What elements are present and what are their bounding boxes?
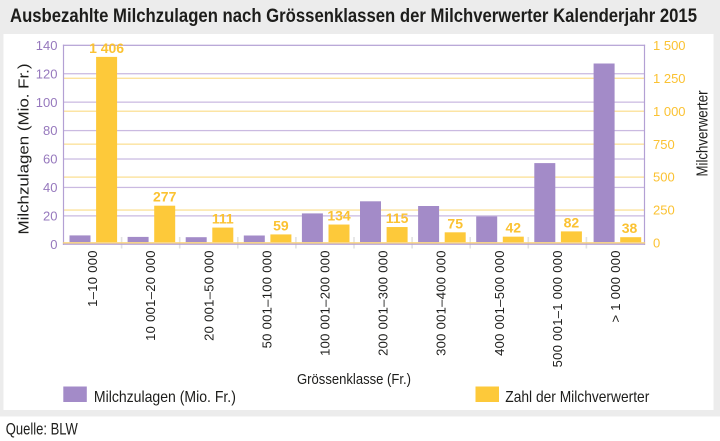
- svg-text:1 000: 1 000: [653, 104, 686, 119]
- svg-text:Grössenklasse (Fr.): Grössenklasse (Fr.): [297, 372, 411, 388]
- svg-text:120: 120: [36, 66, 58, 81]
- svg-text:100 001–200 000: 100 001–200 000: [317, 250, 332, 356]
- svg-text:42: 42: [506, 220, 522, 236]
- svg-text:82: 82: [564, 214, 580, 230]
- svg-text:10 001–20 000: 10 001–20 000: [143, 250, 158, 341]
- svg-text:Zahl der Milchverwerter: Zahl der Milchverwerter: [505, 389, 650, 406]
- svg-text:38: 38: [622, 220, 638, 236]
- svg-text:500 001–1 000 000: 500 001–1 000 000: [550, 250, 565, 367]
- svg-text:200 001–300 000: 200 001–300 000: [376, 250, 391, 356]
- svg-text:1 500: 1 500: [653, 38, 686, 53]
- svg-text:50 001–100 000: 50 001–100 000: [259, 250, 274, 348]
- svg-text:100: 100: [36, 95, 58, 110]
- svg-text:0: 0: [50, 237, 57, 252]
- svg-text:20 001–50 000: 20 001–50 000: [201, 250, 216, 341]
- svg-text:1 250: 1 250: [653, 71, 686, 86]
- svg-text:1–10 000: 1–10 000: [85, 250, 100, 307]
- svg-text:Milchverwerter: Milchverwerter: [695, 91, 712, 177]
- svg-text:80: 80: [43, 123, 57, 138]
- svg-text:400 001–500 000: 400 001–500 000: [492, 250, 507, 356]
- svg-text:Milchzulagen (Mio. Fr.): Milchzulagen (Mio. Fr.): [94, 389, 236, 406]
- svg-text:0: 0: [653, 236, 660, 251]
- svg-text:> 1 000 000: > 1 000 000: [608, 250, 623, 322]
- svg-text:40: 40: [43, 180, 57, 195]
- svg-text:500: 500: [653, 170, 675, 185]
- svg-text:Quelle: BLW: Quelle: BLW: [6, 420, 78, 439]
- svg-text:750: 750: [653, 137, 675, 152]
- svg-text:115: 115: [386, 210, 409, 226]
- svg-text:Ausbezahlte Milchzulagen nach: Ausbezahlte Milchzulagen nach Grössenkla…: [10, 6, 697, 27]
- svg-text:75: 75: [447, 215, 463, 231]
- svg-text:111: 111: [212, 211, 234, 227]
- svg-text:277: 277: [153, 189, 177, 205]
- svg-text:300 001–400 000: 300 001–400 000: [434, 250, 449, 356]
- svg-text:60: 60: [43, 152, 57, 167]
- svg-text:134: 134: [327, 208, 351, 224]
- svg-text:20: 20: [43, 208, 57, 223]
- svg-text:140: 140: [36, 38, 58, 53]
- svg-text:250: 250: [653, 203, 675, 218]
- svg-text:59: 59: [273, 217, 289, 233]
- svg-text:Milchzulagen (Mio. Fr.): Milchzulagen (Mio. Fr.): [17, 64, 33, 235]
- svg-text:1 406: 1 406: [89, 40, 124, 56]
